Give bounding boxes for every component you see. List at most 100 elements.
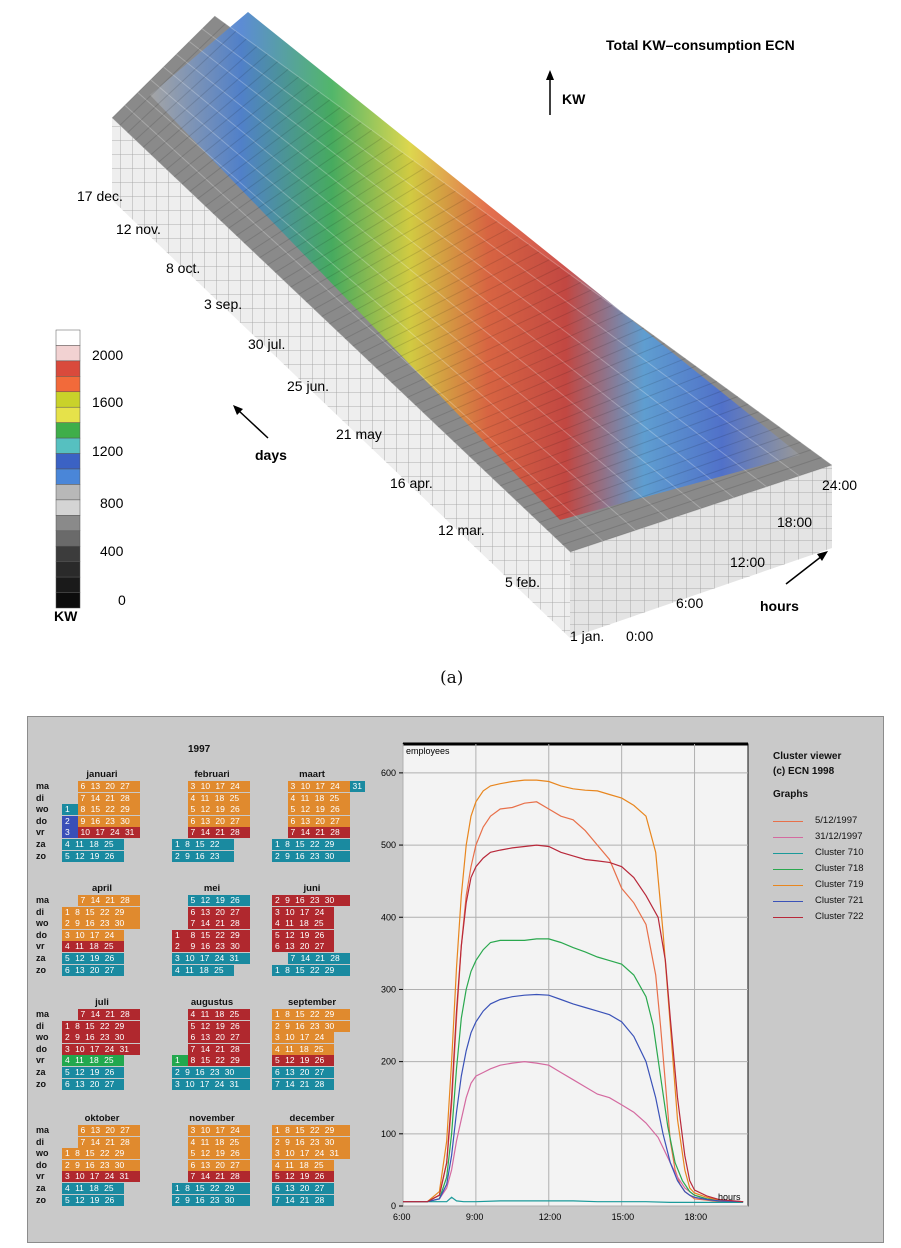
calendar-week-cells: 7 14 21 28 [77, 1009, 140, 1020]
month-name: maart [299, 769, 325, 780]
colorbar-tick: 0 [118, 592, 126, 608]
calendar-week-cells: 1 8 15 22 29 [62, 906, 140, 918]
calendar-week-cells: 3 10 17 24 [287, 781, 350, 792]
colorbar-tick: 2000 [92, 347, 123, 363]
surface-profile-line [515, 411, 759, 501]
surface-profile-line [243, 144, 394, 244]
surface-profile-line [476, 373, 707, 465]
legend-swatch [773, 917, 803, 918]
surface-profile-line [492, 388, 728, 479]
calendar-month: december 1 8 15 22 29 2 9 16 23 30 3 10 17 … [260, 1113, 360, 1211]
calendar-month: februari 3 10 17 24 4 11 18 25 5 12 19 26 6 … [160, 769, 260, 867]
day-label: 3 sep. [204, 296, 242, 312]
colorbar-swatch [55, 329, 81, 346]
kw-consumption-3d-surface: Total KW–consumption ECN KW days hours 1… [54, 12, 857, 644]
month-name: april [91, 883, 113, 894]
surface-profile-line [212, 114, 352, 215]
x-tick-label: 9:00 [466, 1212, 484, 1222]
weekday-label: do [36, 929, 47, 940]
days-axis-label: days [255, 447, 287, 463]
colorbar-swatch [55, 515, 81, 532]
hour-label: 12:00 [730, 554, 765, 570]
calendar-week-cells: 1 8 15 22 29 [272, 964, 350, 976]
hour-label: 18:00 [777, 514, 812, 530]
surface-profile-line [360, 259, 550, 354]
calendar-week-cells: 3 10 17 24 [272, 906, 334, 918]
day-label: 1 jan. [570, 628, 604, 644]
colorbar-tick: 1600 [92, 394, 123, 410]
surface-ridge-line [137, 92, 636, 531]
legend-swatch [773, 821, 803, 822]
month-name: juli [95, 997, 109, 1008]
calendar-week-cells: 4 11 18 25 [62, 839, 124, 850]
legend-subtitle: (c) ECN 1998 [773, 766, 835, 777]
calendar-week-cells: 5 12 19 26 [187, 895, 250, 906]
weekday-label: di [36, 1020, 44, 1031]
surface-profile-line [251, 152, 404, 251]
colorbar-tick: 1200 [92, 443, 123, 459]
colorbar-swatch [55, 592, 81, 609]
y-tick-label: 0 [391, 1201, 396, 1211]
calendar-week-cells: 4 11 18 25 [187, 1136, 250, 1148]
y-tick-label: 200 [381, 1057, 396, 1067]
weekday-label: vr [36, 1171, 45, 1182]
day-label: 12 nov. [116, 221, 161, 237]
month-name: december [289, 1113, 335, 1124]
surface-profile-line [282, 182, 446, 281]
surface-profile-line [406, 304, 613, 398]
calendar-week-cells: 1 [62, 804, 78, 816]
colorbar-tick: 800 [100, 495, 124, 511]
calendar-week-cells: 6 13 20 27 [287, 815, 350, 827]
surface-ridge-line [176, 53, 735, 499]
surface-profile-line [562, 456, 822, 546]
weekday-label: zo [36, 850, 46, 861]
hour-label: 0:00 [626, 628, 653, 644]
legend-item: Cluster 719 [773, 879, 883, 893]
surface-profile-line [546, 441, 801, 531]
weekday-label: wo [36, 1032, 49, 1043]
calendar-month: september 1 8 15 22 29 2 9 16 23 30 3 10 17… [260, 997, 360, 1095]
weekday-label: ma [36, 1125, 50, 1135]
surface-ridge-line [124, 104, 604, 542]
series-line [403, 1060, 744, 1203]
surface-profile-line [569, 464, 833, 553]
calendar-week-cells: 10 17 24 31 [77, 827, 140, 839]
day-label: 8 oct. [166, 260, 200, 276]
surface-profile-line [313, 213, 488, 310]
weekday-label: za [36, 953, 46, 963]
weekday-label: ma [36, 895, 50, 905]
surface-profile-line [430, 327, 644, 421]
legend-graphs-label: Graphs [773, 789, 809, 800]
figure-title: Total KW–consumption ECN [606, 37, 795, 53]
calendar-week-cells: 2 9 16 23 30 [62, 1159, 140, 1171]
calendar-week-cells: 3 10 17 24 31 [172, 953, 250, 964]
calendar-month: maart 3 10 17 24 31 4 11 18 25 5 12 19 26 6 1… [260, 769, 365, 867]
y-tick-label: 100 [381, 1129, 396, 1139]
y-tick-label: 600 [381, 768, 396, 778]
surface-profile-line [461, 357, 686, 450]
surface-color-band [150, 12, 800, 520]
colorbar [55, 329, 81, 609]
hour-label: 24:00 [822, 477, 857, 493]
colorbar-tick: 400 [100, 543, 124, 559]
month-name: oktober [84, 1113, 120, 1124]
calendar-week-cells: 8 15 22 29 [77, 804, 140, 816]
surface-profile-line [228, 129, 373, 229]
series-line [403, 844, 744, 1203]
weekday-label: wo [36, 1148, 49, 1159]
calendar-week-cells: 5 12 19 26 [287, 804, 350, 816]
colorbar-swatch [55, 530, 81, 547]
calendar-week-cells: 6 13 20 27 [187, 906, 250, 918]
calendar-week-cells: 6 13 20 27 [77, 1125, 140, 1136]
surface-profile-line [329, 228, 509, 325]
legend-item: Cluster 721 [773, 895, 883, 909]
weekday-label: di [36, 792, 44, 803]
surface-profile-line [391, 289, 592, 384]
legend-label: Cluster 710 [815, 847, 864, 858]
series-line [403, 993, 744, 1203]
y-tick-label: 500 [381, 840, 396, 850]
calendar-week-cells: 7 14 21 28 [272, 1194, 334, 1206]
legend-item: 5/12/1997 [773, 815, 883, 829]
calendar-week-cells: 5 12 19 26 [62, 1194, 124, 1206]
weekday-label: vr [36, 1055, 45, 1066]
